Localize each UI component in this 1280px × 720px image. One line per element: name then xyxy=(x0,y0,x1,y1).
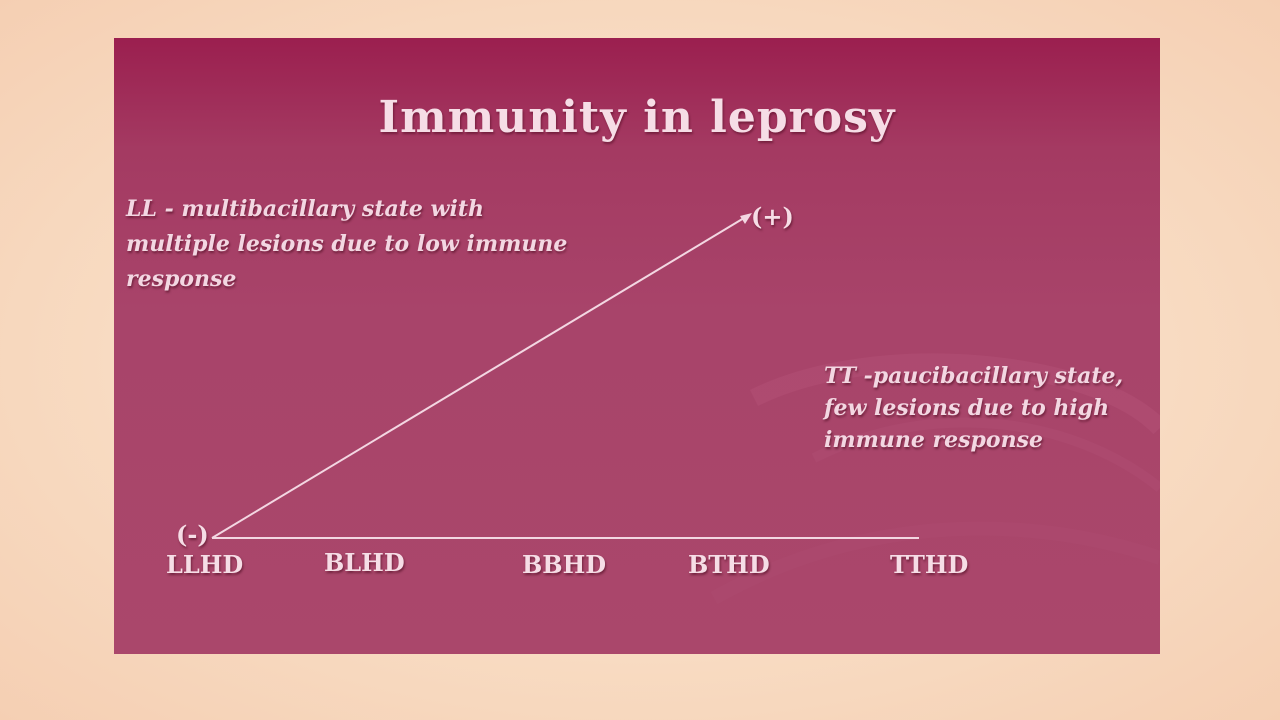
category-tthd: TTHD xyxy=(890,550,969,579)
positive-marker: (+) xyxy=(751,202,794,231)
immunity-diagram xyxy=(211,213,919,539)
tt-note: TT -paucibacillary state, few lesions du… xyxy=(824,363,1124,453)
immunity-rise-line xyxy=(211,217,745,539)
category-bbhd: BBHD xyxy=(522,550,607,579)
category-bthd: BTHD xyxy=(688,550,770,579)
arrowhead-icon xyxy=(740,213,752,224)
category-blhd: BLHD xyxy=(324,548,405,577)
negative-marker: (-) xyxy=(176,520,209,549)
slide-title: Immunity in leprosy xyxy=(378,92,896,143)
slide: Immunity in leprosy LL - multibacillary … xyxy=(114,38,1160,654)
background-swirl xyxy=(710,353,1160,605)
ll-note: LL - multibacillary state with multiple … xyxy=(126,196,568,292)
category-llhd: LLHD xyxy=(166,550,244,579)
